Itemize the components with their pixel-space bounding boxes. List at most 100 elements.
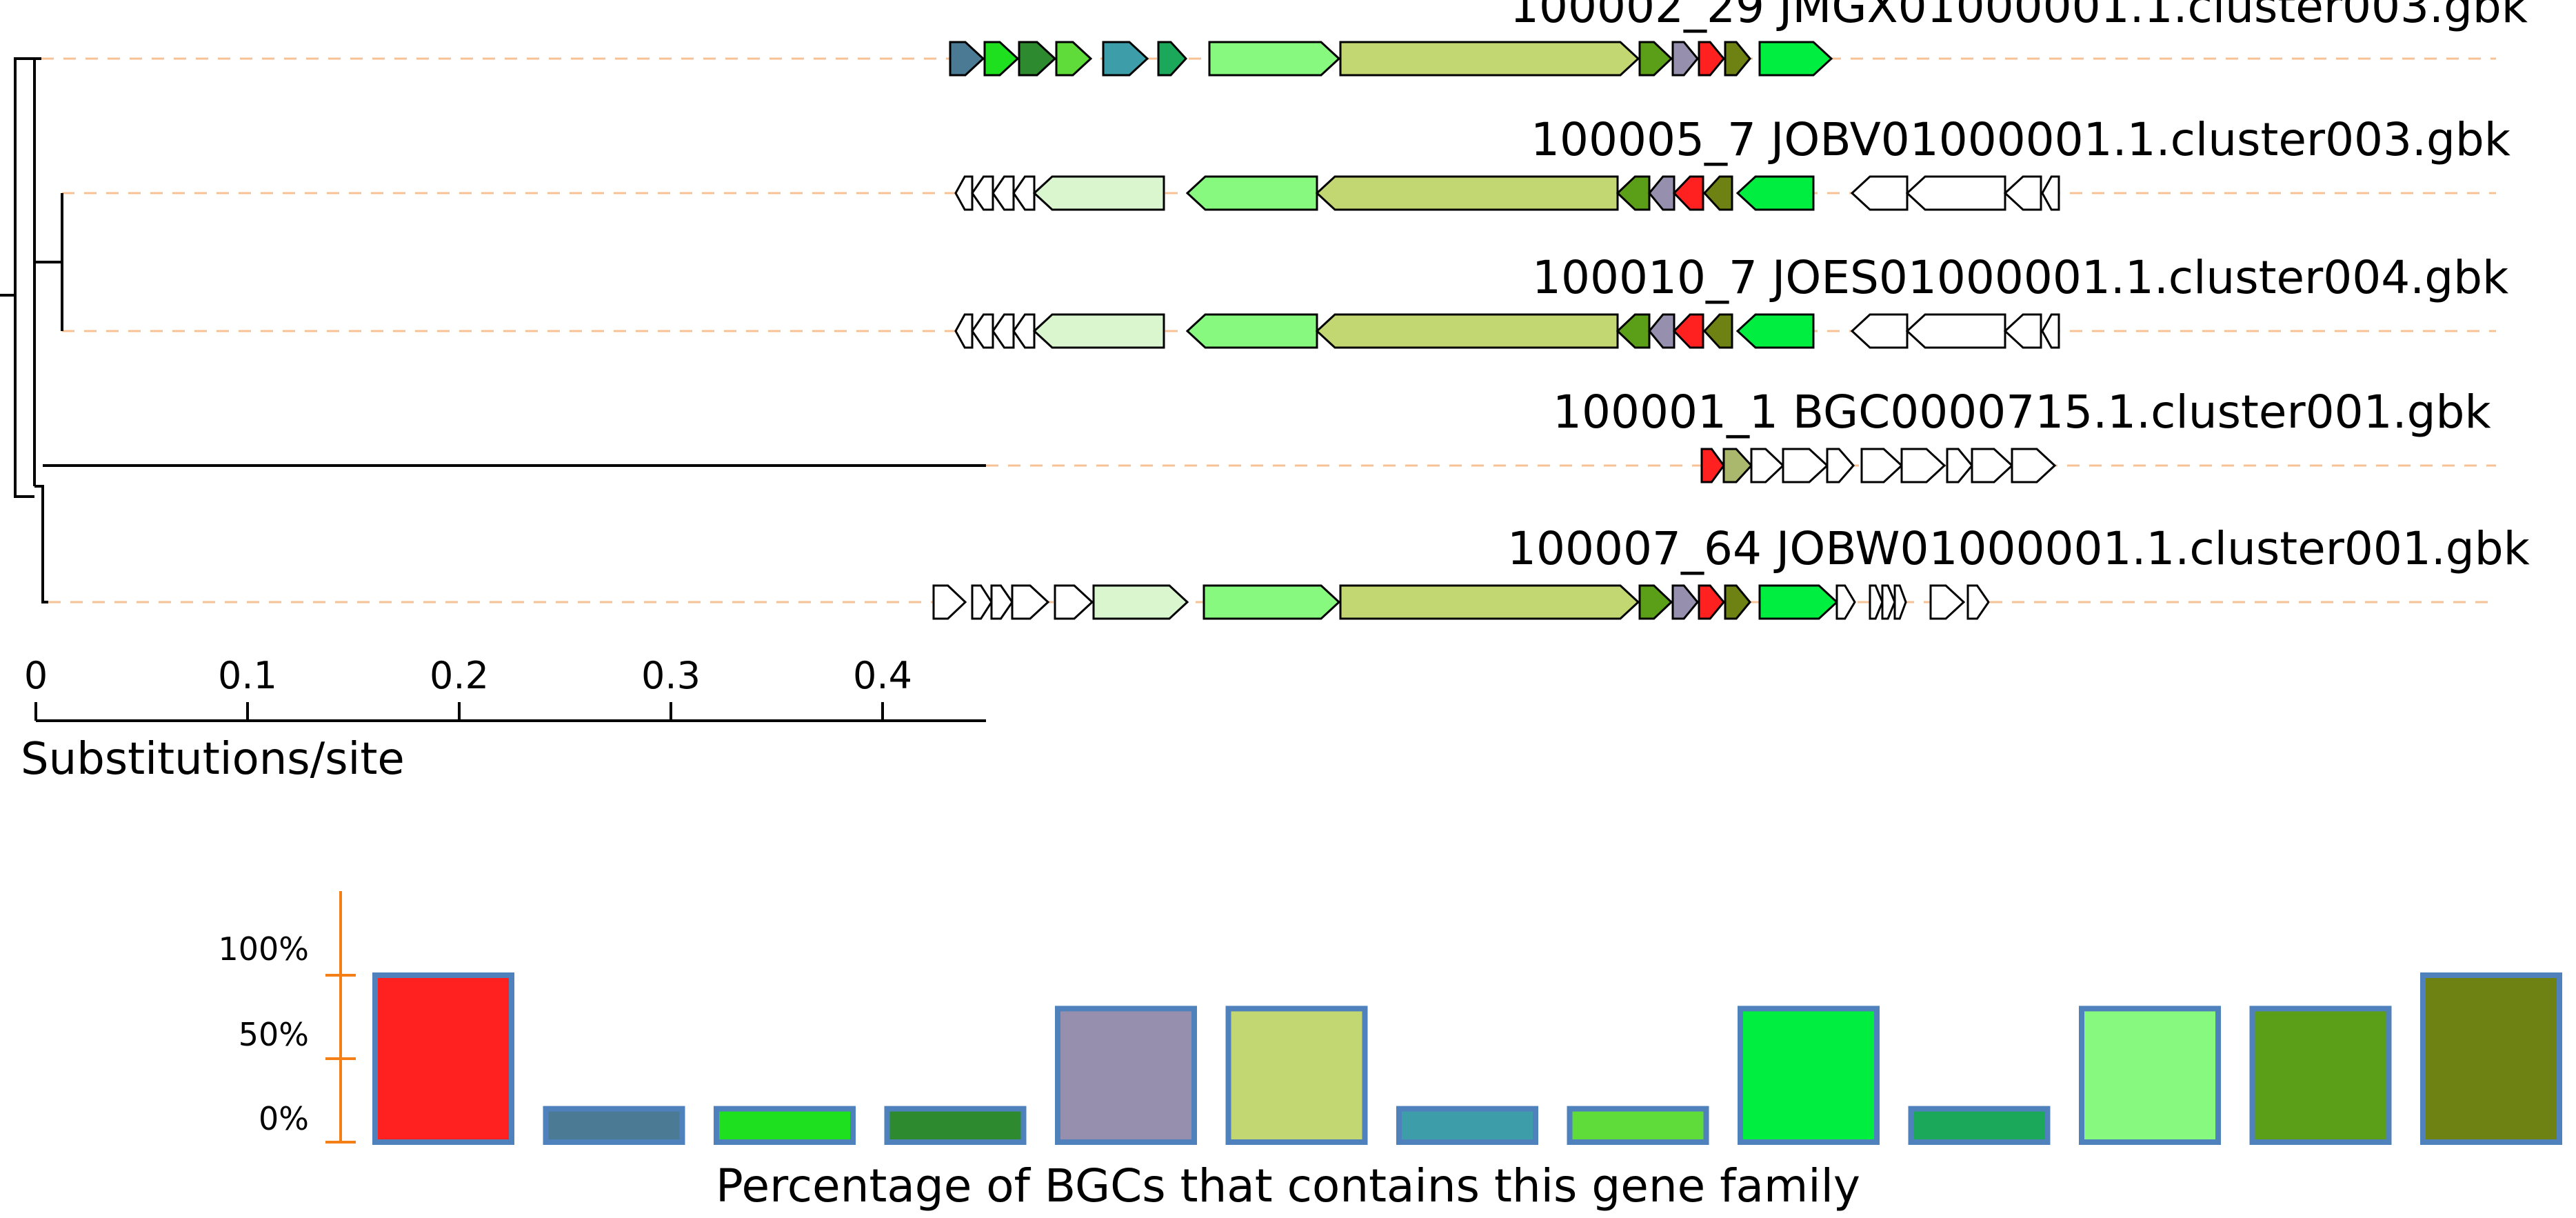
gene-arrow	[1092, 584, 1189, 620]
bgc-label: 100007_64 JOBW01000001.1.cluster001.gbk	[1507, 522, 2530, 575]
gene-arrow	[1638, 41, 1673, 77]
gene-arrow	[990, 584, 1014, 620]
gene-arrow	[1905, 175, 2006, 211]
gene-arrow	[932, 584, 967, 620]
gene-arrow	[1860, 448, 1904, 483]
gene-arrow	[1966, 584, 1990, 620]
tree-axis-tick-label: 0.2	[430, 654, 489, 697]
bar	[1908, 1106, 2051, 1145]
gene-arrow	[1724, 41, 1751, 77]
gene-arrow	[1638, 584, 1673, 620]
bar-axis-tick-label: 50%	[239, 1016, 309, 1053]
gene-arrow	[949, 41, 985, 77]
bar-axis-tick-label: 100%	[218, 930, 309, 968]
gene-arrow	[992, 313, 1015, 349]
gene-arrow	[1758, 584, 1839, 620]
tree-lower-clade	[33, 59, 986, 603]
bgc-track-4: 100007_64 JOBW01000001.1.cluster001.gbk	[932, 522, 2530, 620]
gene-arrow	[954, 175, 974, 211]
bar	[2079, 1006, 2221, 1146]
bgc-label: 100010_7 JOES01000001.1.cluster004.gbk	[1532, 251, 2509, 304]
gene-arrow	[983, 41, 1020, 77]
bar	[372, 972, 514, 1145]
tree-upper-clade	[34, 193, 63, 331]
gene-arrow	[1185, 175, 1318, 211]
gene-arrow	[1672, 175, 1704, 211]
gene-arrow	[1315, 175, 1619, 211]
gene-arrow	[1671, 584, 1699, 620]
bar	[884, 1106, 1027, 1145]
tree-axis-label: Substitutions/site	[21, 734, 405, 785]
bgc-label: 100001_1 BGC0000715.1.cluster001.gbk	[1553, 386, 2491, 439]
gene-arrow	[1758, 41, 1833, 77]
bgc-label: 100005_7 JOBV01000001.1.cluster003.gbk	[1531, 113, 2511, 166]
bar	[1225, 1006, 1368, 1146]
gene-arrow	[1011, 584, 1050, 620]
gene-arrow	[1102, 41, 1149, 77]
bgc-label: 100002_29 JMGX01000001.1.cluster003.gbk	[1510, 0, 2528, 33]
tree-axis-tick-label: 0.1	[218, 654, 277, 697]
gene-arrow	[1032, 313, 1165, 349]
gene-arrow	[1616, 175, 1651, 211]
gene-arrow	[1946, 448, 1973, 483]
bgc-tracks: 100002_29 JMGX01000001.1.cluster003.gbk 1…	[932, 0, 2530, 620]
gene-arrow	[1735, 175, 1815, 211]
gene-arrow	[1616, 313, 1651, 349]
gene-arrow	[1018, 41, 1057, 77]
gene-arrow	[1208, 41, 1341, 77]
gene-arrow	[1702, 313, 1733, 349]
tree-root-split	[14, 57, 41, 498]
gene-arrow	[1850, 313, 1909, 349]
gene-arrow	[1698, 584, 1725, 620]
bar	[1055, 1006, 1197, 1146]
gene-arrow	[1698, 41, 1725, 77]
gene-arrow	[1203, 584, 1341, 620]
gene-arrow	[1012, 175, 1036, 211]
gene-arrow	[1700, 448, 1725, 483]
bar	[2420, 972, 2562, 1145]
bar	[1567, 1106, 1709, 1145]
tree-axis-tick-label: 0	[24, 654, 48, 697]
bar	[1738, 1006, 1880, 1146]
bgc-track-2: 100010_7 JOES01000001.1.cluster004.gbk	[954, 251, 2509, 349]
gene-arrow	[954, 313, 974, 349]
gene-arrow	[992, 175, 1015, 211]
gene-arrow	[1315, 313, 1619, 349]
gene-arrow	[1971, 448, 2014, 483]
gene-arrow	[2041, 313, 2060, 349]
gene-arrow	[1055, 41, 1093, 77]
gene-arrow	[1185, 313, 1318, 349]
gene-arrow	[1648, 175, 1676, 211]
gene-arrow	[1724, 584, 1751, 620]
gene-arrow	[1826, 448, 1855, 483]
gene-arrow	[1782, 448, 1829, 483]
gene-arrow	[1900, 448, 1946, 483]
gene-arrow	[1869, 584, 1884, 620]
gene-arrow	[1893, 584, 1907, 620]
gene-arrow	[1929, 584, 1966, 620]
gene-arrow	[2003, 175, 2042, 211]
gene-arrow	[1835, 584, 1856, 620]
gene-arrow	[2011, 448, 2057, 483]
tree-axis-tick-label: 0.3	[641, 654, 701, 697]
bgc-track-3: 100001_1 BGC0000715.1.cluster001.gbk	[1553, 386, 2491, 483]
gene-arrow	[971, 175, 994, 211]
gene-arrow	[971, 584, 993, 620]
bar	[2249, 1006, 2392, 1146]
gene-arrow	[1032, 175, 1165, 211]
gene-arrow	[1339, 584, 1640, 620]
bar	[543, 1106, 685, 1145]
bar-axis-tick-label: 0%	[259, 1100, 309, 1137]
gene-arrow	[1850, 175, 1909, 211]
gene-arrow	[1735, 313, 1815, 349]
bgc-track-0: 100002_29 JMGX01000001.1.cluster003.gbk	[949, 0, 2528, 77]
tree-scale-axis: 0 0.1 0.2 0.3 0.4 Substitutions/site	[21, 654, 986, 785]
gene-arrow	[1054, 584, 1094, 620]
bar-chart-xlabel: Percentage of BGCs that contains this ge…	[716, 1159, 1860, 1212]
tree-axis-tick-label: 0.4	[853, 654, 912, 697]
gene-arrow	[1157, 41, 1188, 77]
gene-arrow	[1671, 41, 1699, 77]
gene-arrow	[971, 313, 994, 349]
bar	[714, 1106, 856, 1145]
